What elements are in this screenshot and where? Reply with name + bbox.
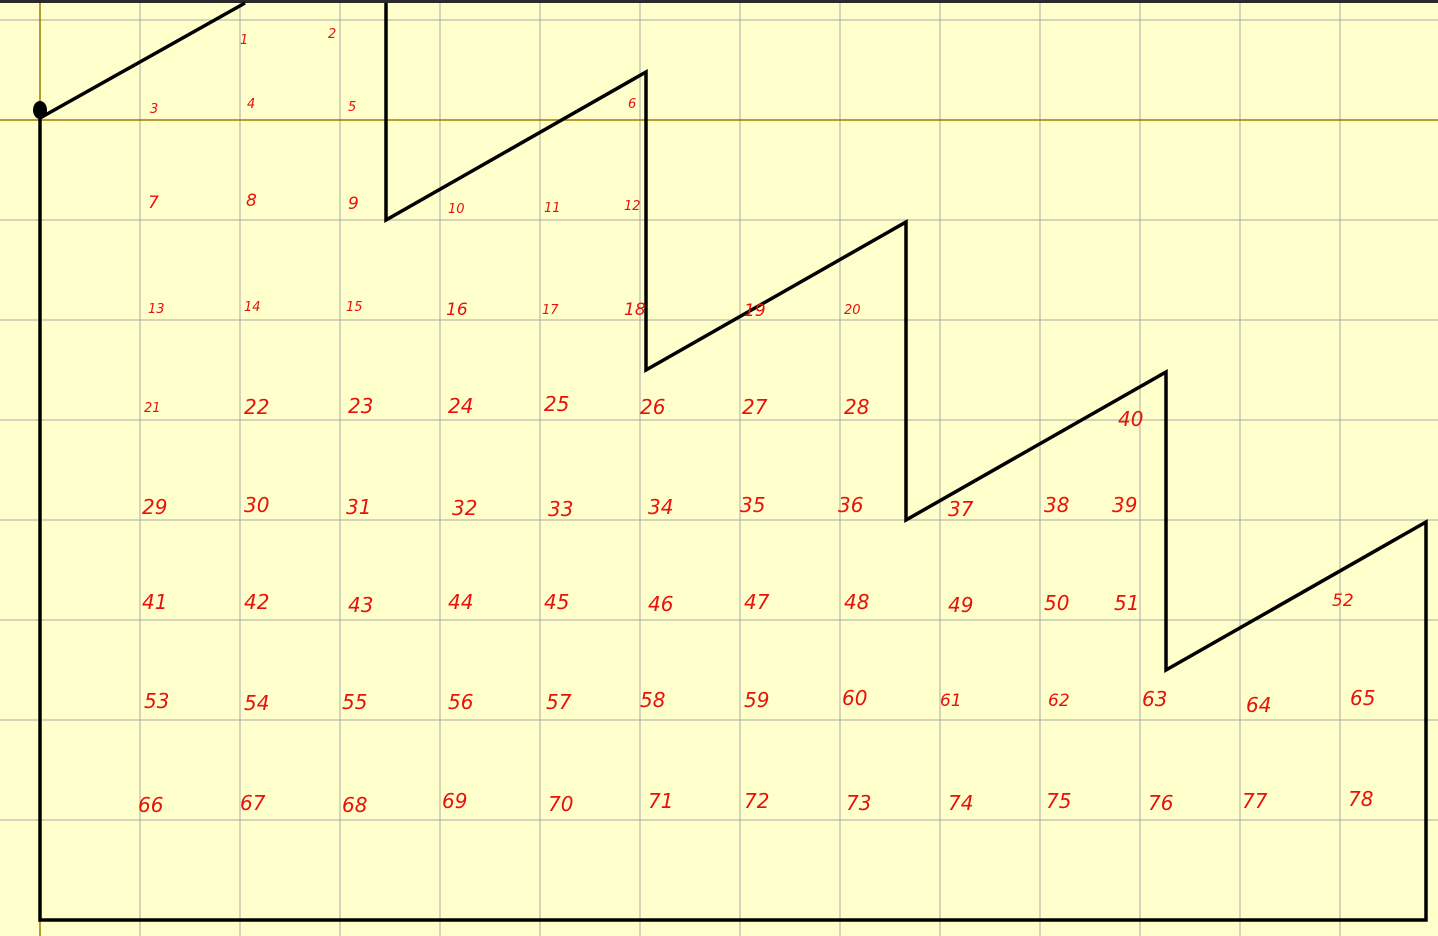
cell-label: 44 (448, 590, 473, 614)
cell-label: 65 (1350, 686, 1375, 710)
cell-label: 53 (144, 689, 169, 713)
cell-label: 67 (240, 791, 266, 815)
cell-label: 6 (628, 97, 636, 112)
cell-label: 33 (548, 497, 573, 521)
cell-label: 50 (1044, 591, 1069, 615)
cell-label: 37 (948, 497, 974, 521)
cell-label: 39 (1112, 493, 1137, 517)
cell-label: 19 (744, 301, 766, 321)
cell-label: 15 (346, 300, 363, 315)
cell-label: 10 (448, 202, 465, 217)
cell-label: 20 (844, 303, 861, 318)
cell-label: 36 (838, 493, 863, 517)
cell-label: 54 (244, 691, 269, 715)
cell-label: 74 (948, 791, 973, 815)
cell-label: 63 (1142, 687, 1167, 711)
cell-label: 7 (148, 193, 159, 213)
cell-label: 62 (1048, 691, 1070, 711)
cell-label: 70 (548, 792, 573, 816)
cell-label: 71 (648, 789, 673, 813)
cell-label: 68 (342, 793, 367, 817)
cell-label: 58 (640, 688, 665, 712)
cell-label: 12 (624, 199, 641, 214)
cell-label: 40 (1118, 407, 1143, 431)
cell-label: 5 (348, 100, 356, 115)
cell-label: 18 (624, 300, 646, 320)
cell-label: 78 (1348, 787, 1373, 811)
cell-label: 9 (348, 194, 359, 214)
cell-label: 41 (142, 590, 167, 614)
cell-label: 76 (1148, 791, 1173, 815)
cell-label: 75 (1046, 789, 1071, 813)
cell-label: 45 (544, 590, 569, 614)
cell-label: 61 (940, 691, 962, 711)
cell-label: 26 (640, 395, 665, 419)
cell-label: 25 (544, 392, 569, 416)
cell-label: 3 (150, 102, 158, 117)
cell-label: 13 (148, 302, 165, 317)
cell-label: 72 (744, 789, 769, 813)
cell-label: 64 (1246, 693, 1271, 717)
cell-label: 52 (1332, 591, 1354, 611)
staircase-outline (38, 1, 1428, 922)
cell-label: 14 (244, 300, 261, 315)
top-border (0, 0, 1438, 3)
cell-labels: 1 2 3 4 5 6 7 8 9 10 11 12 13 14 15 16 1… (138, 27, 1375, 817)
cell-label: 28 (844, 395, 869, 419)
cell-label: 77 (1242, 789, 1268, 813)
cell-label: 73 (846, 791, 871, 815)
cell-label: 22 (244, 395, 269, 419)
cell-label: 27 (742, 395, 768, 419)
cell-label: 47 (744, 590, 770, 614)
cell-label: 48 (844, 590, 869, 614)
cell-label: 24 (448, 394, 473, 418)
cell-label: 35 (740, 493, 765, 517)
cell-label: 16 (446, 300, 468, 320)
cell-label: 43 (348, 593, 373, 617)
cell-label: 32 (452, 496, 477, 520)
cell-label: 46 (648, 592, 673, 616)
cell-label: 57 (546, 690, 572, 714)
cell-label: 49 (948, 593, 973, 617)
cell-label: 55 (342, 690, 367, 714)
cell-label: 34 (648, 495, 673, 519)
cell-label: 30 (244, 493, 269, 517)
cell-label: 8 (246, 191, 257, 211)
cell-label: 66 (138, 793, 163, 817)
cell-label: 4 (247, 97, 255, 112)
cell-label: 42 (244, 590, 269, 614)
cell-label: 56 (448, 690, 473, 714)
cell-label: 2 (328, 27, 336, 42)
cell-label: 60 (842, 686, 867, 710)
origin-point (33, 101, 47, 119)
cell-label: 21 (144, 401, 161, 416)
cell-label: 69 (442, 789, 467, 813)
cell-label: 59 (744, 688, 769, 712)
cell-label: 17 (542, 303, 559, 318)
cell-label: 29 (142, 495, 167, 519)
cell-label: 51 (1114, 591, 1139, 615)
cell-label: 38 (1044, 493, 1069, 517)
cell-label: 31 (346, 495, 371, 519)
cell-label: 1 (240, 33, 248, 48)
cell-label: 23 (348, 394, 373, 418)
cell-label: 11 (544, 201, 561, 216)
